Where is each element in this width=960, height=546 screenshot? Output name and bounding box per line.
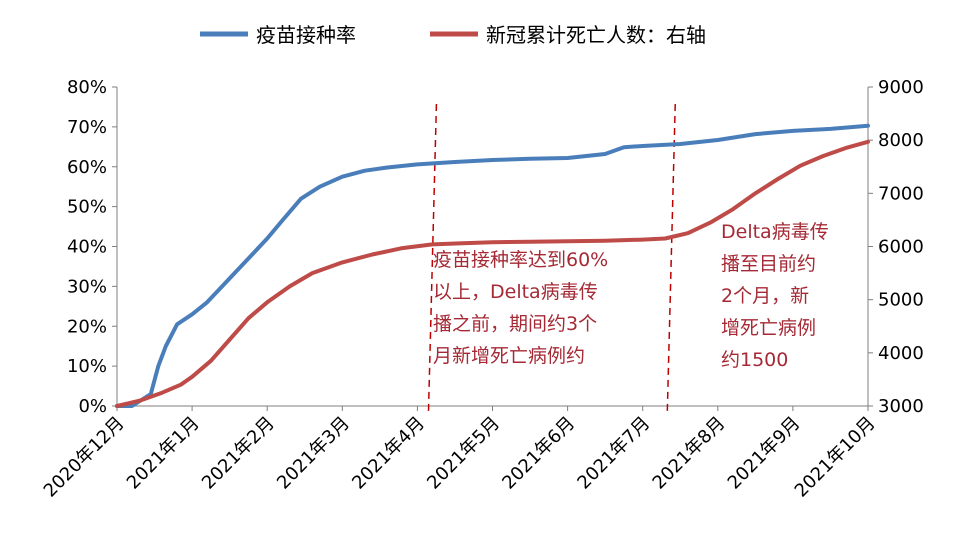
- y-tick-label-right: 5000: [878, 290, 924, 311]
- annotation-line: 以上，Delta病毒传: [433, 281, 598, 303]
- series-layer: [115, 123, 870, 408]
- x-tick-label: 2021年5月: [423, 413, 504, 494]
- x-tick-label: 2021年3月: [273, 413, 354, 494]
- reference-line: [427, 103, 438, 415]
- legend-label-vaccination: 疫苗接种率: [256, 23, 356, 47]
- x-tick-label: 2021年4月: [348, 413, 429, 494]
- y-tick-label-left: 20%: [67, 316, 107, 337]
- y-tick-label-left: 30%: [67, 276, 107, 297]
- annotation-line: 约1500: [721, 349, 788, 371]
- y-tick-label-left: 80%: [67, 77, 107, 98]
- y-tick-label-right: 4000: [878, 343, 924, 364]
- y-tick-label-left: 70%: [67, 117, 107, 138]
- y-tick-label-left: 0%: [78, 396, 107, 417]
- x-tick-label: 2021年8月: [649, 413, 730, 494]
- x-tick-label: 2021年9月: [724, 413, 805, 494]
- annotation-line: 2个月，新: [721, 285, 809, 307]
- y-tick-label-right: 7000: [878, 183, 924, 204]
- y-tick-label-left: 60%: [67, 157, 107, 178]
- y-tick-label-left: 10%: [67, 356, 107, 377]
- annotation-line: 增死亡病例: [721, 317, 816, 339]
- reference-lines: [427, 103, 676, 415]
- annotation-line: 月新增死亡病例约: [433, 345, 585, 367]
- y-tick-label-right: 8000: [878, 130, 924, 151]
- x-tick-label: 2021年7月: [573, 413, 654, 494]
- x-tick-label: 2021年2月: [198, 413, 279, 494]
- x-tick-label: 2020年12月: [40, 413, 129, 502]
- annotation-line: 疫苗接种率达到60%: [433, 249, 608, 271]
- legend-label-deaths: 新冠累计死亡人数：右轴: [486, 23, 706, 47]
- y-tick-label-right: 6000: [878, 237, 924, 258]
- annotation-line: Delta病毒传: [721, 221, 829, 243]
- x-tick-label: 2021年6月: [498, 413, 579, 494]
- y-tick-label-right: 3000: [878, 396, 924, 417]
- annotation-line: 播之前，期间约3个: [433, 313, 597, 335]
- legend: 疫苗接种率 新冠累计死亡人数：右轴: [200, 23, 706, 47]
- series-line-vaccination: [115, 123, 870, 408]
- y-tick-label-right: 9000: [878, 77, 924, 98]
- x-tick-label: 2021年10月: [791, 413, 880, 502]
- x-tick-label: 2021年1月: [123, 413, 204, 494]
- annotation-line: 播至目前约: [721, 253, 816, 275]
- y-tick-label-left: 50%: [67, 197, 107, 218]
- series-line-deaths: [115, 139, 870, 408]
- y-tick-label-left: 40%: [67, 237, 107, 258]
- reference-line: [666, 103, 676, 415]
